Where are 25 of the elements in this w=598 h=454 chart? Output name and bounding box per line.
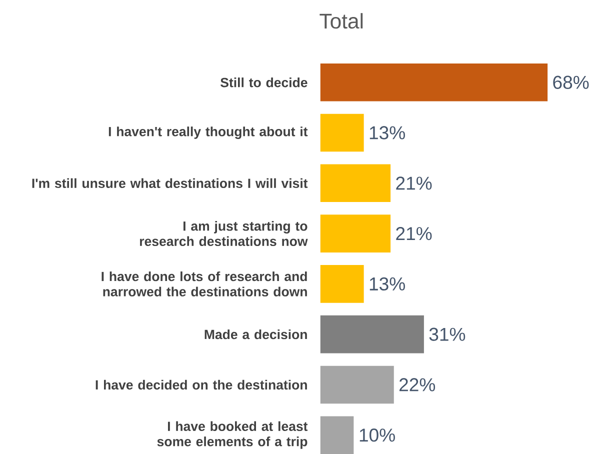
y-tick-label: Still to decide (220, 77, 308, 88)
data-label: 13% (370, 277, 405, 290)
data-label: 68% (553, 76, 589, 89)
y-tick-label: I haven't really thought about it (108, 126, 308, 139)
data-label: 31% (429, 328, 466, 341)
data-label: 13% (370, 126, 405, 140)
bar (320, 214, 391, 252)
y-tick-label: I have done lots of research and narrowed the destinations down (102, 271, 307, 296)
chart-title: Total (320, 12, 363, 29)
bar (320, 264, 364, 303)
y-tick-label: I have booked at least some elements of a trip (157, 421, 308, 449)
bar (320, 114, 364, 152)
bar (320, 315, 424, 354)
data-label: 21% (396, 226, 432, 240)
data-label: 21% (396, 176, 432, 190)
bar (320, 63, 548, 102)
bar (320, 164, 391, 202)
y-tick-label: I am just starting to research destinations now (140, 220, 308, 246)
data-label: 22% (400, 378, 436, 392)
data-label: 10% (360, 428, 395, 442)
bar (320, 366, 394, 404)
y-tick-label: I have decided on the destination (96, 380, 307, 390)
y-tick-label: Made a decision (204, 329, 307, 340)
y-tick-label: I'm still unsure what destinations I will visit (32, 178, 308, 188)
bar (320, 416, 354, 454)
